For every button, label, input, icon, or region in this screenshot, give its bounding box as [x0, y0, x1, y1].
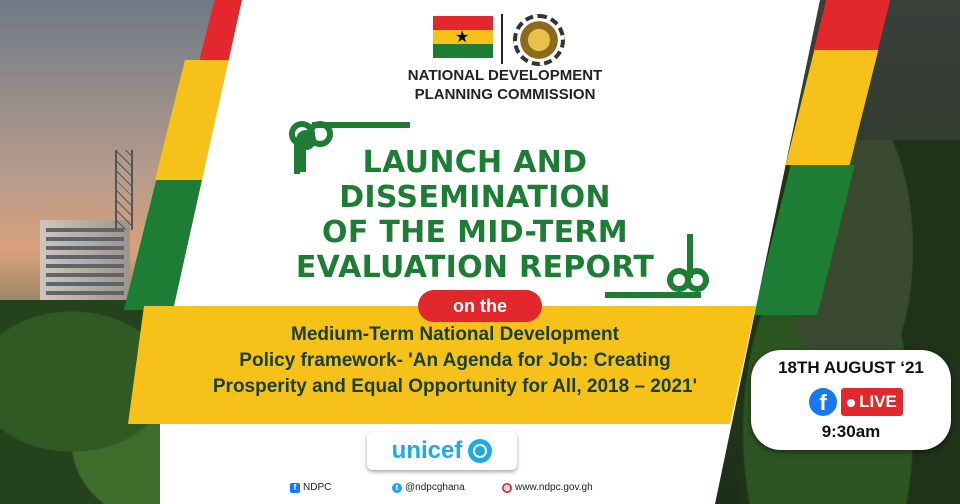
flag-stripe-red-right — [813, 0, 891, 50]
twitter-icon: t — [392, 482, 402, 493]
unicef-globe-icon — [468, 439, 493, 463]
organization-name: NATIONAL DEVELOPMENT PLANNING COMMISSION — [395, 66, 615, 104]
unicef-wordmark: unicef — [391, 437, 463, 464]
open-quote-icon — [289, 121, 410, 174]
footer-website[interactable]: ◍ www.ndpc.gov.gh — [502, 482, 593, 493]
footer-website-url: www.ndpc.gov.gh — [515, 482, 593, 493]
facebook-small-icon: f — [290, 482, 300, 493]
subtitle-line-3: Prosperity and Equal Opportunity for All… — [212, 376, 698, 397]
ghana-flag-icon: ★ — [433, 16, 493, 58]
live-badge: LIVE — [841, 388, 903, 416]
tower-illustration — [115, 150, 133, 230]
footer-twitter[interactable]: t @ndpcghana — [392, 482, 465, 493]
organization-name-line2: PLANNING COMMISSION — [414, 86, 596, 103]
footer-facebook-handle: NDPC — [303, 482, 332, 493]
organization-name-line1: NATIONAL DEVELOPMENT — [407, 67, 603, 84]
unicef-logo: unicef — [367, 432, 517, 470]
subtitle-band — [128, 306, 756, 424]
main-title: LAUNCH AND DISSEMINATION OF THE MID-TERM… — [255, 145, 695, 285]
ndpc-crest-icon — [513, 14, 565, 66]
event-date: 18TH AUGUST ‘21 — [778, 358, 924, 377]
on-the-pill: on the — [418, 290, 542, 322]
subtitle: Medium-Term National Development Policy … — [175, 322, 735, 400]
footer-facebook[interactable]: f NDPC — [290, 482, 331, 493]
title-line-1: LAUNCH AND — [362, 145, 588, 180]
subtitle-line-2: Policy framework- 'An Agenda for Job: Cr… — [239, 350, 671, 371]
globe-icon: ◍ — [502, 482, 512, 493]
title-line-2: DISSEMINATION — [339, 180, 611, 215]
subtitle-line-1: Medium-Term National Development — [291, 324, 619, 345]
event-time: 9:30am — [821, 422, 881, 441]
header-logos: ★ — [433, 14, 573, 70]
logo-divider — [501, 14, 503, 64]
facebook-icon: f — [809, 388, 837, 416]
close-quote-icon — [605, 234, 709, 298]
title-line-4: EVALUATION REPORT — [295, 250, 655, 285]
footer-twitter-handle: @ndpcghana — [405, 482, 465, 493]
event-info-card: 18TH AUGUST ‘21 f LIVE 9:30am — [751, 350, 951, 450]
title-line-3: OF THE MID-TERM — [322, 215, 628, 250]
